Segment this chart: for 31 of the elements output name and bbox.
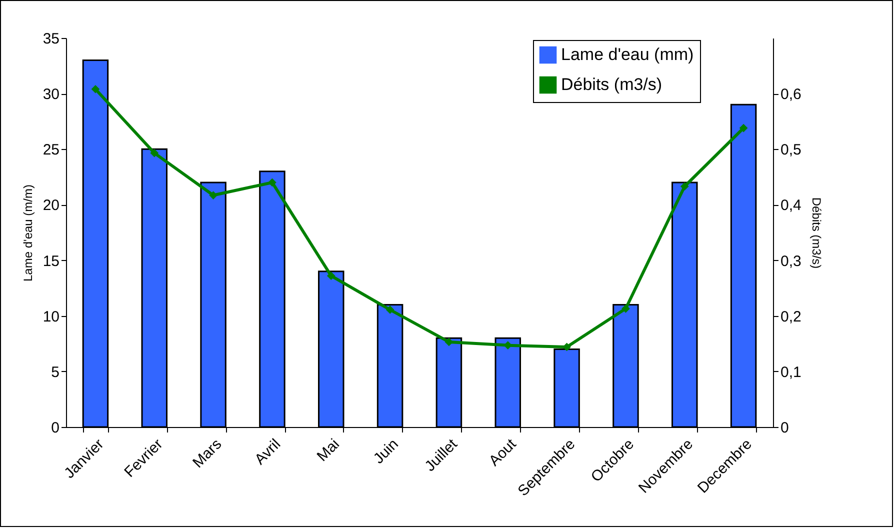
y-tick-label: 35 [42,30,60,48]
y2-tick-label: 0,3 [780,252,802,270]
y2-tick-label: 0,4 [780,197,802,214]
x-tick-label: Juin [370,436,402,468]
y2-tick-label: 0,2 [780,308,802,326]
y-tick-label: 30 [42,86,60,104]
point [209,191,218,200]
y-tick-label: 10 [42,308,60,326]
legend-label: Débits (m3/s) [561,75,662,94]
y-tick-label: 5 [51,364,60,381]
point [150,148,159,158]
point [91,84,100,94]
point [268,178,276,187]
y-tick-label: 25 [42,142,60,159]
y2-tick-label: 0,6 [780,86,802,104]
point [739,124,748,132]
y-tick-label: 0 [51,420,60,436]
y2-tick-label: 0 [780,420,789,436]
y2-axis-title: Débits (m3/s) [809,197,824,269]
y-axis-title: Lame d'eau (m/m) [20,184,35,282]
point [562,342,571,352]
x-tick-label: Mai [314,436,343,465]
y2-tick-label: 0,5 [780,142,802,159]
point [680,182,689,191]
point [386,306,394,314]
y-tick-label: 20 [42,197,60,214]
y2-tick-label: 0,1 [780,364,802,381]
legend-label: Lame d'eau (mm) [561,45,694,64]
y-tick-label: 15 [42,252,60,270]
point [326,272,336,280]
point [622,304,630,313]
